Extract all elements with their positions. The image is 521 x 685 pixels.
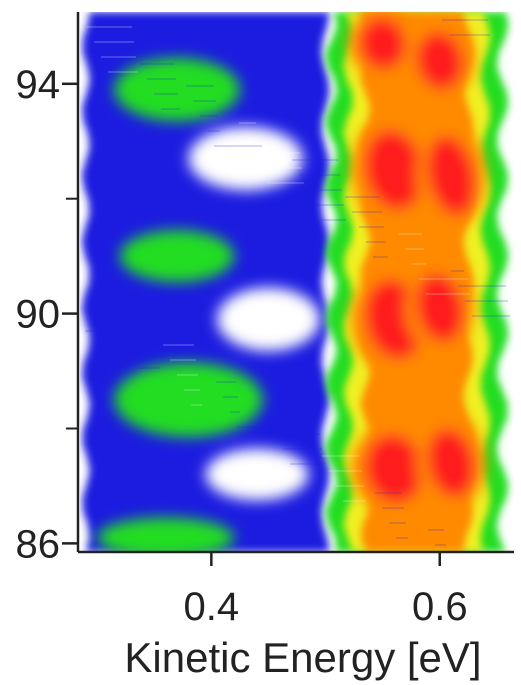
- white-gap: [205, 448, 309, 501]
- green-lobe: [114, 57, 240, 122]
- axes: 86 90 94 0.4 0.6: [16, 12, 514, 629]
- red-peak: [365, 434, 423, 503]
- red-peak: [416, 273, 464, 342]
- green-lobe: [119, 230, 235, 282]
- x-ticks: 0.4 0.6: [184, 552, 468, 629]
- y-tick-label: 86: [16, 522, 61, 566]
- x-axis-title: Kinetic Energy [eV]: [124, 634, 481, 681]
- red-peak: [416, 32, 463, 90]
- noise-streaks: [80, 12, 510, 546]
- y-tick-label: 94: [16, 63, 61, 107]
- red-peak: [427, 136, 476, 216]
- red-peak: [427, 428, 475, 498]
- x-tick-label: 0.6: [412, 585, 468, 629]
- intensity-features: [97, 12, 486, 552]
- plot-area: [80, 12, 514, 552]
- white-gap: [217, 287, 320, 351]
- x-tick-label: 0.4: [184, 585, 240, 629]
- y-ticks: 86 90 94: [16, 63, 78, 566]
- red-peak: [359, 17, 406, 70]
- white-gap: [188, 126, 303, 191]
- red-peak: [364, 130, 424, 210]
- green-lobe: [97, 517, 235, 552]
- green-lobe: [114, 362, 263, 438]
- y-tick-label: 90: [16, 293, 61, 337]
